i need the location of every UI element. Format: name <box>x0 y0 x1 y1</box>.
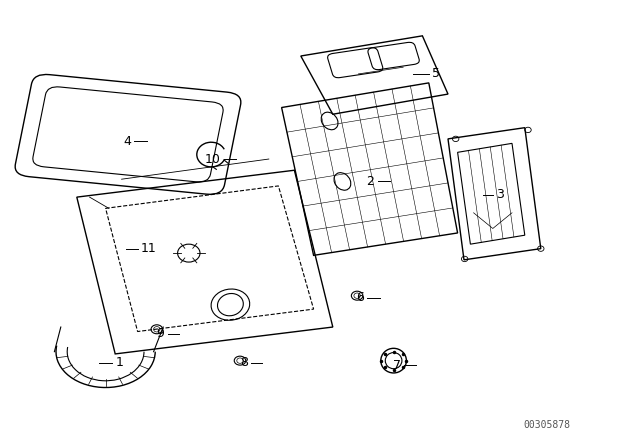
Text: 7: 7 <box>393 358 401 372</box>
Text: 10: 10 <box>205 152 221 166</box>
Text: 6: 6 <box>356 291 364 305</box>
Text: 11: 11 <box>141 242 157 255</box>
Text: 3: 3 <box>496 188 504 202</box>
Text: 00305878: 00305878 <box>524 420 571 430</box>
Text: 1: 1 <box>115 356 123 370</box>
Text: 9: 9 <box>157 327 164 340</box>
Text: 5: 5 <box>432 67 440 81</box>
Text: 8: 8 <box>240 356 248 370</box>
Text: 4: 4 <box>124 134 131 148</box>
Text: 2: 2 <box>367 175 374 188</box>
